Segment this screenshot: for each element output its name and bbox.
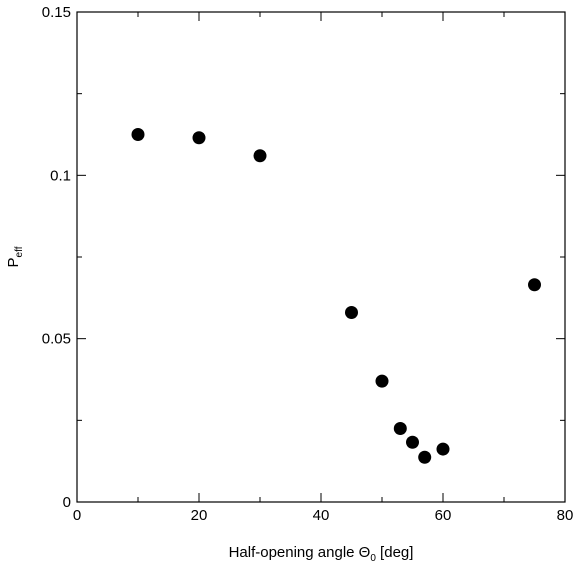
axis-ticks bbox=[76, 11, 566, 503]
x-tick-label: 80 bbox=[557, 507, 574, 524]
tick-labels: 0 20 40 60 80 0 0.05 0.1 0.15 bbox=[42, 4, 574, 524]
y-axis-label: Peff bbox=[5, 246, 25, 267]
x-tick-label: 20 bbox=[191, 507, 208, 524]
data-point bbox=[436, 442, 450, 456]
data-point bbox=[393, 422, 407, 435]
data-point bbox=[192, 131, 206, 145]
x-tick-label: 60 bbox=[435, 507, 452, 524]
y-tick-label: 0.1 bbox=[50, 167, 71, 184]
data-point bbox=[528, 278, 541, 292]
x-tick-label: 40 bbox=[313, 507, 330, 524]
y-tick-label: 0.15 bbox=[42, 4, 71, 21]
x-tick-label: 0 bbox=[73, 507, 81, 524]
data-point bbox=[345, 306, 358, 320]
plot-frame bbox=[76, 11, 566, 503]
data-point bbox=[375, 374, 389, 388]
data-point bbox=[418, 450, 432, 464]
y-tick-label: 0.05 bbox=[42, 331, 71, 348]
y-tick-label: 0 bbox=[63, 494, 71, 511]
data-points bbox=[131, 128, 541, 464]
data-point bbox=[131, 128, 145, 141]
data-point bbox=[253, 149, 267, 163]
data-point bbox=[406, 435, 419, 449]
x-axis-label: Half-opening angle Θ0 [deg] bbox=[229, 544, 414, 564]
